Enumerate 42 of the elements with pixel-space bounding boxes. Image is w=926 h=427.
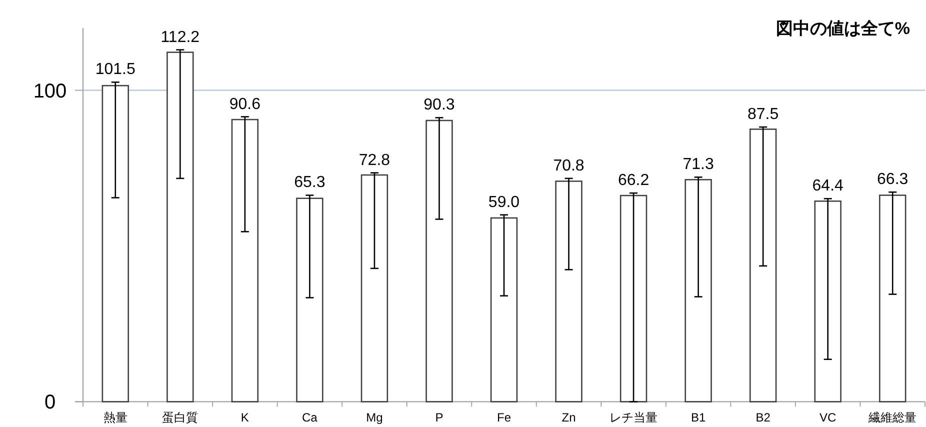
- x-tick-label: K: [240, 410, 249, 425]
- x-tick-label: Fe: [496, 410, 512, 425]
- bar: [166, 52, 194, 402]
- data-label: 87.5: [748, 106, 779, 124]
- x-tick-label: 蛋白質: [162, 410, 198, 425]
- bar: [555, 180, 582, 402]
- x-tick-label: 熱量: [103, 410, 128, 425]
- data-label: 71.3: [682, 156, 714, 174]
- data-label: 90.3: [424, 96, 455, 114]
- data-label: 66.3: [877, 171, 908, 188]
- x-tick-label: Mg: [366, 410, 383, 425]
- x-tick-label: B1: [690, 410, 706, 425]
- bar: [426, 120, 453, 402]
- data-label: 65.3: [294, 174, 326, 192]
- bar: [360, 174, 388, 402]
- x-tick-label: 繊維総量: [868, 410, 917, 425]
- data-label: 90.6: [229, 96, 261, 113]
- data-label: 72.8: [358, 152, 390, 169]
- x-tick-label: VC: [820, 410, 837, 425]
- bar: [102, 84, 129, 402]
- data-label: 59.0: [488, 194, 520, 211]
- data-label: 112.2: [160, 28, 200, 46]
- annotation: 図中の値は全て%: [776, 19, 910, 38]
- bar: [879, 194, 906, 402]
- bar: [231, 118, 259, 402]
- x-tick-label: P: [435, 410, 444, 425]
- bar: [620, 194, 648, 402]
- data-label: 64.4: [812, 178, 844, 195]
- bar: [490, 217, 518, 402]
- y-tick-label: 0: [44, 392, 56, 414]
- bar: [296, 198, 324, 402]
- bar: [814, 200, 842, 402]
- data-label: 70.8: [553, 157, 584, 174]
- x-tick-label: Zn: [562, 410, 576, 425]
- bar: [684, 179, 712, 402]
- data-label: 66.2: [618, 172, 650, 190]
- y-tick-label: 100: [33, 80, 67, 102]
- x-tick-label: B2: [756, 410, 771, 425]
- x-tick-label: レチ当量: [610, 410, 658, 425]
- x-tick-label: Ca: [302, 410, 318, 425]
- bar: [749, 128, 777, 402]
- data-label: 101.5: [95, 61, 136, 78]
